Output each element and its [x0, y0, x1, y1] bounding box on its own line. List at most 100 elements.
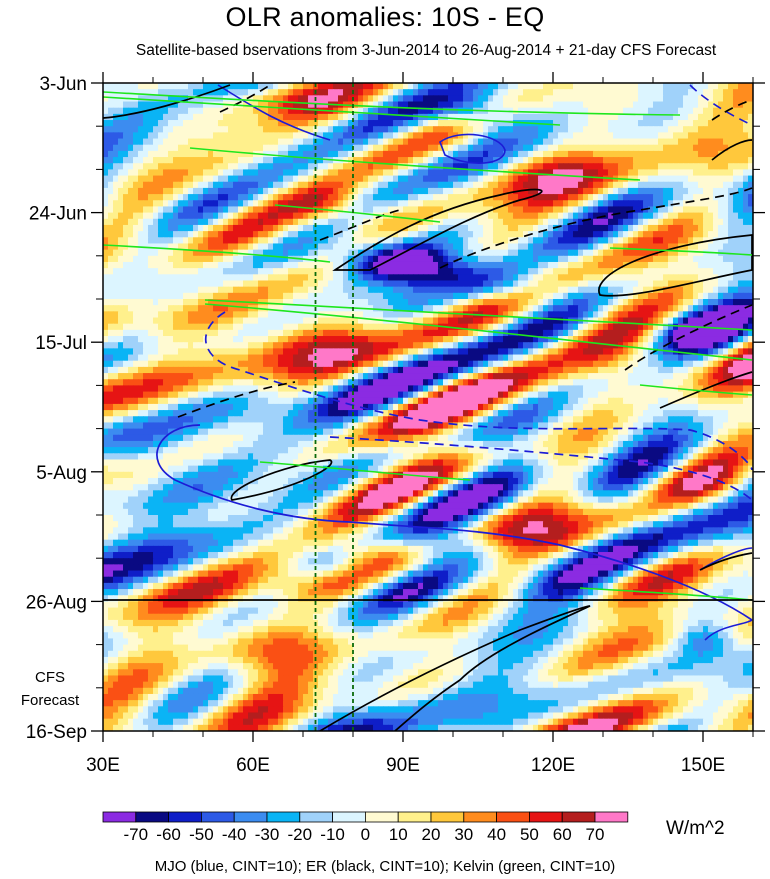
heat-cell [318, 280, 324, 288]
heat-cell [543, 280, 549, 288]
heat-cell [213, 299, 219, 306]
heat-cell [358, 280, 364, 288]
heat-cell [618, 138, 624, 146]
heat-cell [338, 231, 344, 238]
heat-cell [188, 163, 194, 170]
heat-cell [478, 212, 484, 220]
heat-cell [278, 138, 284, 146]
heat-cell [263, 261, 269, 269]
heat-cell [663, 144, 669, 152]
heat-cell [568, 299, 574, 306]
heat-cell [368, 113, 374, 121]
heat-cell [218, 113, 224, 121]
heat-cell [153, 243, 159, 251]
heat-cell [708, 89, 714, 96]
heat-cell [453, 175, 459, 183]
heat-cell [533, 200, 539, 208]
heat-cell [663, 101, 669, 109]
heat-cell [288, 144, 294, 152]
heat-cell [518, 299, 524, 306]
heat-cell [173, 83, 179, 90]
heat-cell [258, 237, 264, 245]
heat-cell [188, 132, 194, 140]
heat-cell [368, 274, 374, 282]
heat-cell [453, 305, 459, 312]
heat-cell [133, 157, 139, 164]
heat-cell [218, 206, 224, 214]
heat-cell [123, 107, 129, 115]
heat-cell [383, 243, 389, 251]
heat-cell [608, 187, 614, 195]
heat-cell [648, 255, 654, 263]
heat-cell [238, 107, 244, 115]
heat-cell [223, 305, 229, 312]
heat-cell [353, 237, 359, 245]
heat-cell [443, 274, 449, 282]
heat-cell [373, 89, 379, 96]
heat-cell [533, 138, 539, 146]
heat-cell [318, 83, 324, 90]
heat-cell [733, 132, 739, 140]
heat-cell [573, 261, 579, 269]
heat-cell [363, 194, 369, 201]
heat-cell [453, 89, 459, 96]
heat-cell [638, 243, 644, 251]
heat-cell [678, 138, 684, 146]
heat-cell [453, 181, 459, 189]
heat-cell [693, 144, 699, 152]
heat-cell [348, 243, 354, 251]
heat-cell [568, 280, 574, 288]
heat-cell [513, 120, 519, 127]
heat-cell [588, 175, 594, 183]
heat-cell [643, 261, 649, 269]
heat-cell [743, 212, 749, 220]
heat-cell [643, 243, 649, 251]
heat-cell [468, 249, 474, 257]
heat-cell [298, 224, 304, 232]
heat-cell [498, 163, 504, 170]
heat-cell [303, 231, 309, 238]
heat-cell [518, 231, 524, 238]
heat-cell [433, 83, 439, 90]
heat-cell [463, 299, 469, 306]
heat-cell [648, 231, 654, 238]
heat-cell [393, 299, 399, 306]
heat-cell [563, 181, 569, 189]
heat-cell [228, 200, 234, 208]
heat-cell [203, 101, 209, 109]
heat-cell [623, 218, 629, 226]
heat-cell [538, 311, 544, 319]
heat-cell [578, 218, 584, 226]
heat-cell [173, 181, 179, 189]
heat-cell [568, 206, 574, 214]
heat-cell [183, 95, 189, 103]
heat-cell [618, 261, 624, 269]
heat-cell [723, 280, 729, 288]
heat-cell [538, 175, 544, 183]
heat-cell [343, 212, 349, 220]
heat-cell [538, 274, 544, 282]
heat-cell [148, 83, 154, 90]
heat-cell [638, 95, 644, 103]
heat-cell [143, 268, 149, 275]
heat-cell [703, 311, 709, 319]
heat-cell [523, 237, 529, 245]
heat-cell [318, 292, 324, 300]
heat-cell [113, 120, 119, 127]
heat-cell [393, 157, 399, 164]
heat-cell [168, 317, 174, 325]
heat-cell [128, 224, 134, 232]
heat-cell [248, 169, 254, 177]
heat-cell [278, 317, 284, 325]
heat-cell [493, 132, 499, 140]
heat-cell [138, 212, 144, 220]
heat-cell [493, 120, 499, 127]
heat-cell [558, 305, 564, 312]
heat-cell [588, 83, 594, 90]
heat-cell [708, 175, 714, 183]
heat-cell [163, 150, 169, 158]
heat-cell [478, 231, 484, 238]
heat-cell [423, 218, 429, 226]
heat-cell [578, 175, 584, 183]
heat-cell [138, 255, 144, 263]
